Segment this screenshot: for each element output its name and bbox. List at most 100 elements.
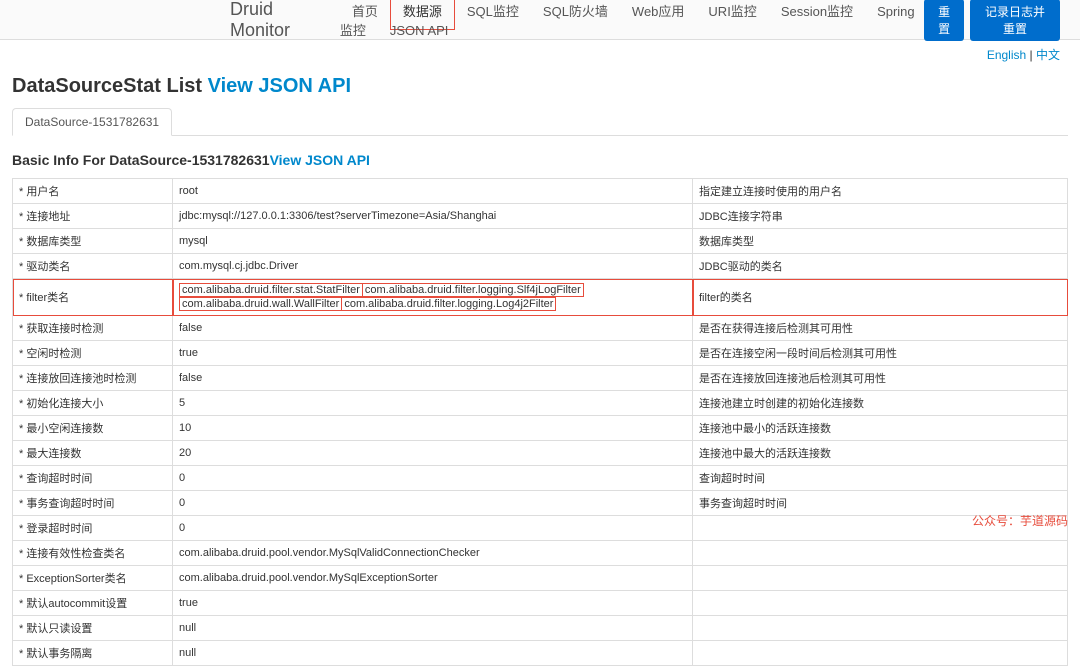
nav-link-2[interactable]: SQL监控: [455, 0, 531, 29]
filter-class-box: com.alibaba.druid.wall.WallFilter: [179, 297, 342, 311]
row-label: * 默认只读设置: [13, 616, 173, 641]
chinese-link[interactable]: 中文: [1036, 48, 1060, 62]
row-value: com.mysql.cj.jdbc.Driver: [173, 254, 693, 279]
row-label: * 默认事务隔离: [13, 641, 173, 666]
row-value: mysql: [173, 229, 693, 254]
row-desc: [693, 591, 1068, 616]
row-desc: 连接池建立时创建的初始化连接数: [693, 391, 1068, 416]
row-desc: 连接池中最小的活跃连接数: [693, 416, 1068, 441]
row-value: false: [173, 366, 693, 391]
row-label: * 用户名: [13, 179, 173, 204]
table-row: * 最大连接数20连接池中最大的活跃连接数: [13, 441, 1068, 466]
row-label: * 连接有效性检查类名: [13, 541, 173, 566]
language-links: English | 中文: [0, 40, 1080, 69]
row-label: * 默认autocommit设置: [13, 591, 173, 616]
row-desc: 是否在连接放回连接池后检测其可用性: [693, 366, 1068, 391]
table-row: * 用户名root指定建立连接时使用的用户名: [13, 179, 1068, 204]
row-value: 10: [173, 416, 693, 441]
table-row: * 登录超时时间0: [13, 516, 1068, 541]
row-value: true: [173, 341, 693, 366]
row-value: com.alibaba.druid.pool.vendor.MySqlExcep…: [173, 566, 693, 591]
row-value: false: [173, 316, 693, 341]
row-value: null: [173, 616, 693, 641]
view-json-api-link[interactable]: View JSON API: [208, 75, 351, 97]
english-link[interactable]: English: [987, 48, 1026, 62]
row-value: root: [173, 179, 693, 204]
row-label: * 查询超时时间: [13, 466, 173, 491]
row-label: * 最大连接数: [13, 441, 173, 466]
table-row: * filter类名com.alibaba.druid.filter.stat.…: [13, 279, 1068, 316]
tabs: DataSource-1531782631: [12, 108, 1068, 136]
row-desc: 指定建立连接时使用的用户名: [693, 179, 1068, 204]
row-desc: JDBC连接字符串: [693, 204, 1068, 229]
table-row: * 连接地址jdbc:mysql://127.0.0.1:3306/test?s…: [13, 204, 1068, 229]
nav-link-8[interactable]: JSON API: [378, 13, 461, 48]
section-title: Basic Info For DataSource-1531782631: [12, 152, 270, 168]
row-value: 0: [173, 516, 693, 541]
row-label: * 初始化连接大小: [13, 391, 173, 416]
nav-link-5[interactable]: URI监控: [696, 0, 768, 29]
row-label: * 最小空闲连接数: [13, 416, 173, 441]
page-title: DataSourceStat List: [12, 75, 208, 97]
row-value: 5: [173, 391, 693, 416]
row-label: * 驱动类名: [13, 254, 173, 279]
row-value: 0: [173, 491, 693, 516]
row-desc: JDBC驱动的类名: [693, 254, 1068, 279]
table-row: * 事务查询超时时间0事务查询超时时间: [13, 491, 1068, 516]
row-label: * 连接地址: [13, 204, 173, 229]
table-row: * 查询超时时间0查询超时时间: [13, 466, 1068, 491]
row-desc: filter的类名: [693, 279, 1068, 316]
row-value: com.alibaba.druid.filter.stat.StatFilter…: [173, 279, 693, 316]
row-label: * 获取连接时检测: [13, 316, 173, 341]
row-desc: 连接池中最大的活跃连接数: [693, 441, 1068, 466]
row-desc: 查询超时时间: [693, 466, 1068, 491]
table-row: * 空闲时检测true是否在连接空闲一段时间后检测其可用性: [13, 341, 1068, 366]
table-row: * ExceptionSorter类名com.alibaba.druid.poo…: [13, 566, 1068, 591]
row-label: * 数据库类型: [13, 229, 173, 254]
row-label: * filter类名: [13, 279, 173, 316]
info-table: * 用户名root指定建立连接时使用的用户名* 连接地址jdbc:mysql:/…: [12, 178, 1068, 666]
table-row: * 连接有效性检查类名com.alibaba.druid.pool.vendor…: [13, 541, 1068, 566]
row-desc: [693, 566, 1068, 591]
nav-link-4[interactable]: Web应用: [620, 0, 697, 29]
row-desc: [693, 641, 1068, 666]
watermark: 公众号：芋道源码: [972, 512, 1068, 529]
table-row: * 默认autocommit设置true: [13, 591, 1068, 616]
table-row: * 初始化连接大小5连接池建立时创建的初始化连接数: [13, 391, 1068, 416]
navbar: Druid Monitor 首页数据源SQL监控SQL防火墙Web应用URI监控…: [0, 0, 1080, 40]
table-row: * 最小空闲连接数10连接池中最小的活跃连接数: [13, 416, 1068, 441]
filter-class-box: com.alibaba.druid.filter.stat.StatFilter: [179, 283, 363, 297]
row-desc: 数据库类型: [693, 229, 1068, 254]
row-value: com.alibaba.druid.pool.vendor.MySqlValid…: [173, 541, 693, 566]
brand: Druid Monitor: [20, 0, 340, 41]
reset-button[interactable]: 重置: [924, 0, 964, 41]
row-label: * ExceptionSorter类名: [13, 566, 173, 591]
row-value: 0: [173, 466, 693, 491]
tab-datasource[interactable]: DataSource-1531782631: [12, 108, 172, 136]
log-reset-button[interactable]: 记录日志并重置: [970, 0, 1060, 41]
row-label: * 事务查询超时时间: [13, 491, 173, 516]
section-header: Basic Info For DataSource-1531782631View…: [0, 146, 1080, 174]
filter-class-box: com.alibaba.druid.filter.logging.Log4j2F…: [341, 297, 556, 311]
row-value: null: [173, 641, 693, 666]
filter-class-box: com.alibaba.druid.filter.logging.Slf4jLo…: [362, 283, 584, 297]
table-row: * 连接放回连接池时检测false是否在连接放回连接池后检测其可用性: [13, 366, 1068, 391]
table-row: * 数据库类型mysql数据库类型: [13, 229, 1068, 254]
nav-link-3[interactable]: SQL防火墙: [531, 0, 620, 29]
row-desc: [693, 616, 1068, 641]
row-label: * 连接放回连接池时检测: [13, 366, 173, 391]
table-row: * 默认只读设置null: [13, 616, 1068, 641]
row-value: 20: [173, 441, 693, 466]
row-desc: [693, 541, 1068, 566]
table-row: * 驱动类名com.mysql.cj.jdbc.DriverJDBC驱动的类名: [13, 254, 1068, 279]
row-label: * 登录超时时间: [13, 516, 173, 541]
page-header: DataSourceStat List View JSON API: [0, 69, 1080, 104]
row-value: jdbc:mysql://127.0.0.1:3306/test?serverT…: [173, 204, 693, 229]
table-row: * 获取连接时检测false是否在获得连接后检测其可用性: [13, 316, 1068, 341]
section-json-api-link[interactable]: View JSON API: [270, 152, 370, 168]
row-desc: 是否在获得连接后检测其可用性: [693, 316, 1068, 341]
nav-link-6[interactable]: Session监控: [769, 0, 865, 29]
table-row: * 默认事务隔离null: [13, 641, 1068, 666]
row-value: true: [173, 591, 693, 616]
row-label: * 空闲时检测: [13, 341, 173, 366]
